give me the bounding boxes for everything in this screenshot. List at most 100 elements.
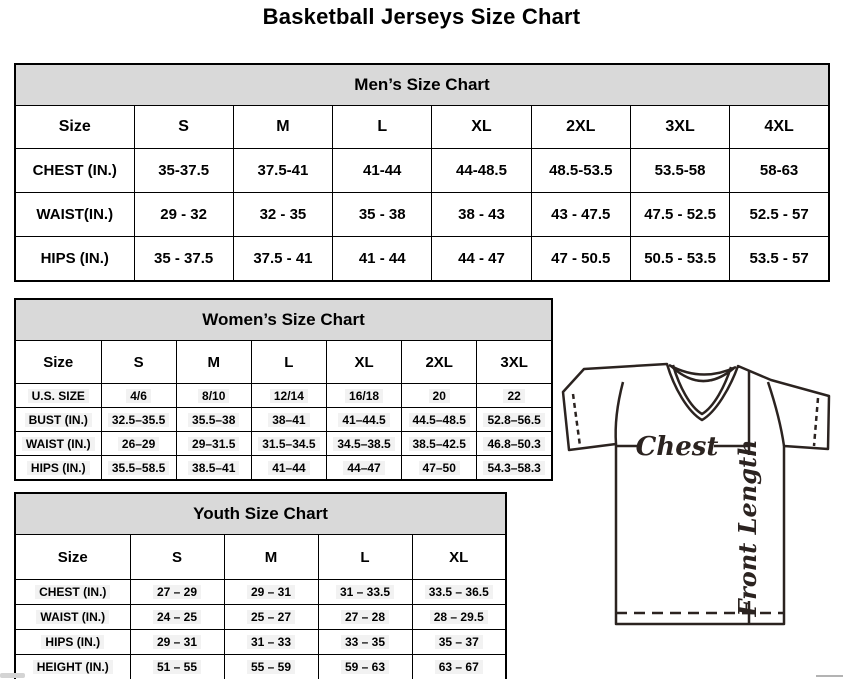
size-value: 31.5–34.5 [250,431,327,456]
table-row: WAIST (IN.) 26–29 29–31.5 31.5–34.5 34.5–38.… [14,431,553,456]
table-title: Men’s Size Chart [14,63,830,106]
collar-back-arc [668,363,737,376]
table-header-row: Size S M L XL 2XL 3XL 4XL [14,105,830,149]
size-value: 12/14 [250,383,327,408]
size-value: 31 – 33.5 [317,579,413,605]
right-cuff-dashed-line [812,397,820,447]
page-title: Basketball Jerseys Size Chart [262,4,581,29]
size-value: 54.3–58.3 [476,455,553,481]
size-value: 44.5–48.5 [401,407,478,432]
size-value: 37.5-41 [232,148,334,193]
table-header-row: Size S M L XL 2XL 3XL [14,340,553,384]
size-value: 53.5 - 57 [729,236,830,282]
column-header: Size [14,340,102,384]
row-label: WAIST (IN.) [14,604,131,630]
size-value: 48.5-53.5 [530,148,631,193]
size-value: 37.5 - 41 [232,236,334,282]
size-value: 33.5 – 36.5 [411,579,507,605]
size-value: 51 – 55 [129,654,225,679]
size-value: 44-48.5 [431,148,532,193]
row-label: HIPS (IN.) [14,236,135,282]
size-value: 63 – 67 [411,654,507,679]
size-value: 50.5 - 53.5 [629,236,731,282]
column-header: Size [14,534,131,580]
size-value: 29 – 31 [129,629,225,655]
horizontal-scrollbar-fragment[interactable] [0,673,25,678]
column-header: L [332,105,433,149]
row-label: HIPS (IN.) [14,455,102,481]
size-value: 34.5–38.5 [325,431,403,456]
row-label: CHEST (IN.) [14,579,131,605]
size-value: 52.8–56.5 [476,407,553,432]
youth-size-table: Youth Size Chart Size S M L XL CHEST (IN.) 27 –… [14,492,507,679]
row-label: HEIGHT (IN.) [14,654,131,679]
row-label: U.S. SIZE [14,383,102,408]
right-sleeve-seam [766,381,786,447]
column-header: S [133,105,234,149]
size-value: 33 – 35 [317,629,413,655]
table-title: Youth Size Chart [14,492,507,535]
size-value: 16/18 [325,383,403,408]
column-header: L [317,534,413,580]
column-header: 3XL [629,105,731,149]
collar-back-arc-2 [670,365,735,383]
column-header: S [129,534,225,580]
table-row: WAIST (IN.) 24 – 25 25 – 27 27 – 28 28 – 29.… [14,604,507,630]
size-value: 53.5-58 [629,148,731,193]
table-row: HIPS (IN.) 35 - 37.5 37.5 - 41 41 - 44 44 - … [14,236,830,282]
size-value: 35 - 38 [332,192,433,237]
size-value: 47 - 50.5 [530,236,631,282]
size-value: 44 - 47 [431,236,532,282]
size-value: 41–44.5 [325,407,403,432]
row-label: BUST (IN.) [14,407,102,432]
column-header: XL [411,534,507,580]
left-sleeve-seam [614,381,625,445]
size-value: 20 [401,383,478,408]
size-value: 4/6 [100,383,177,408]
column-header: 4XL [729,105,830,149]
size-value: 29 - 32 [133,192,234,237]
table-title-row: Youth Size Chart [14,492,507,535]
jersey-measurement-diagram: Chest Front Length [561,362,831,626]
size-value: 32 - 35 [232,192,334,237]
column-header: 2XL [401,340,478,384]
table-title: Women’s Size Chart [14,298,553,341]
row-label: HIPS (IN.) [14,629,131,655]
horizontal-scrollbar-fragment-right[interactable] [816,675,843,677]
size-value: 47–50 [401,455,478,481]
column-header: M [223,534,319,580]
size-value: 52.5 - 57 [729,192,830,237]
womens-size-table: Women’s Size Chart Size S M L XL 2XL 3XL U.S. SI… [14,298,553,481]
size-value: 29 – 31 [223,579,319,605]
size-value: 29–31.5 [175,431,252,456]
size-value: 35-37.5 [133,148,234,193]
size-value: 27 – 28 [317,604,413,630]
table-header-row: Size S M L XL [14,534,507,580]
size-value: 58-63 [729,148,830,193]
size-value: 31 – 33 [223,629,319,655]
size-value: 28 – 29.5 [411,604,507,630]
row-label: WAIST(IN.) [14,192,135,237]
size-value: 38.5–42.5 [401,431,478,456]
column-header: XL [431,105,532,149]
size-value: 8/10 [175,383,252,408]
size-value: 25 – 27 [223,604,319,630]
row-label: CHEST (IN.) [14,148,135,193]
table-row: HIPS (IN.) 35.5–58.5 38.5–41 41–44 44–47 47–5… [14,455,553,481]
table-row: BUST (IN.) 32.5–35.5 35.5–38 38–41 41–44.5 44… [14,407,553,432]
table-row: WAIST(IN.) 29 - 32 32 - 35 35 - 38 38 - 43 43… [14,192,830,237]
size-value: 47.5 - 52.5 [629,192,731,237]
size-value: 35.5–38 [175,407,252,432]
size-value: 46.8–50.3 [476,431,553,456]
column-header: L [250,340,327,384]
size-value: 38 - 43 [431,192,532,237]
size-value: 59 – 63 [317,654,413,679]
column-header: Size [14,105,135,149]
table-row: HIPS (IN.) 29 – 31 31 – 33 33 – 35 35 – 37 [14,629,507,655]
size-value: 41-44 [332,148,433,193]
table-row: U.S. SIZE 4/6 8/10 12/14 16/18 20 22 [14,383,553,408]
size-value: 41 - 44 [332,236,433,282]
size-value: 32.5–35.5 [100,407,177,432]
size-value: 35.5–58.5 [100,455,177,481]
